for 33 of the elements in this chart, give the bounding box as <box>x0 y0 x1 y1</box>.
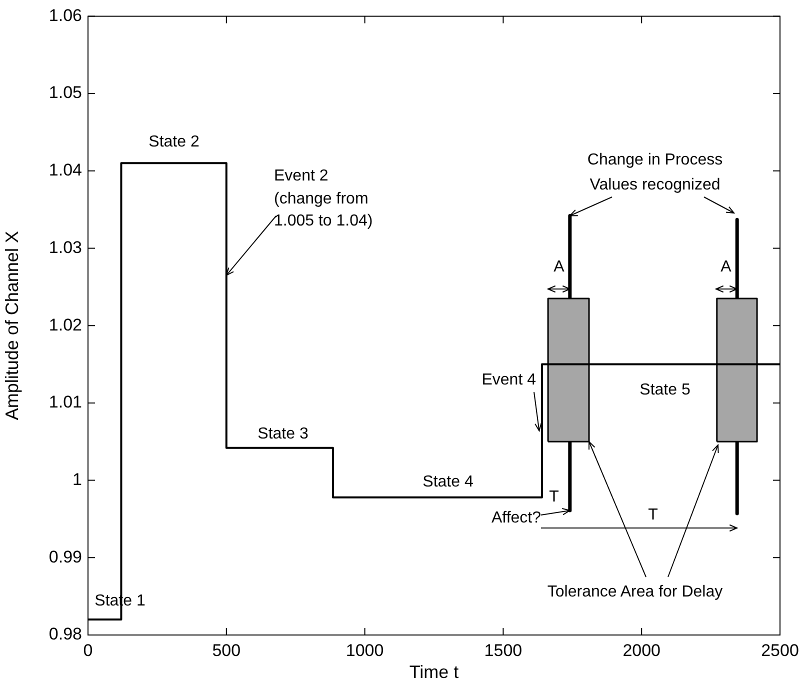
annotation: State 5 <box>640 381 690 398</box>
annotation: Change in Process <box>587 151 723 168</box>
x-tick-label: 1500 <box>484 640 522 660</box>
annotation: T <box>549 488 560 506</box>
annotation: State 2 <box>148 133 200 150</box>
x-tick-label: 2500 <box>761 640 799 660</box>
annotation: State 3 <box>258 425 308 442</box>
annotation: A <box>720 258 732 276</box>
x-tick-label: 2000 <box>622 640 661 660</box>
x-tick-label: 0 <box>83 640 93 660</box>
y-tick-label: 1.01 <box>48 392 82 412</box>
annotation: A <box>554 258 565 276</box>
y-tick-label: 1.04 <box>48 160 82 180</box>
annotation: Event 2 <box>274 167 328 184</box>
annotation: T <box>648 506 658 524</box>
y-tick-label: 1.06 <box>48 6 82 25</box>
y-tick-label: 0.99 <box>48 547 82 566</box>
y-tick-label: 1.03 <box>48 238 82 257</box>
y-axis-title: Amplitude of Channel X <box>2 231 22 420</box>
annotation: Tolerance Area for Delay <box>547 583 723 600</box>
annotation: Values recognized <box>590 176 720 194</box>
annotation: Affect? <box>491 509 542 526</box>
annotation: 1.005 to 1.04) <box>274 212 373 230</box>
y-tick-label: 1.02 <box>48 315 82 334</box>
annotation: Event 4 <box>482 371 536 388</box>
x-tick-label: 500 <box>212 640 241 660</box>
y-tick-label: 0.98 <box>48 624 82 644</box>
y-tick-label: 1.05 <box>48 83 82 102</box>
annotation: State 4 <box>422 473 474 490</box>
x-tick-label: 1000 <box>346 640 384 660</box>
x-axis-title: Time t <box>409 662 459 682</box>
annotation: (change from <box>274 190 368 208</box>
y-tick-label: 1 <box>72 470 82 489</box>
